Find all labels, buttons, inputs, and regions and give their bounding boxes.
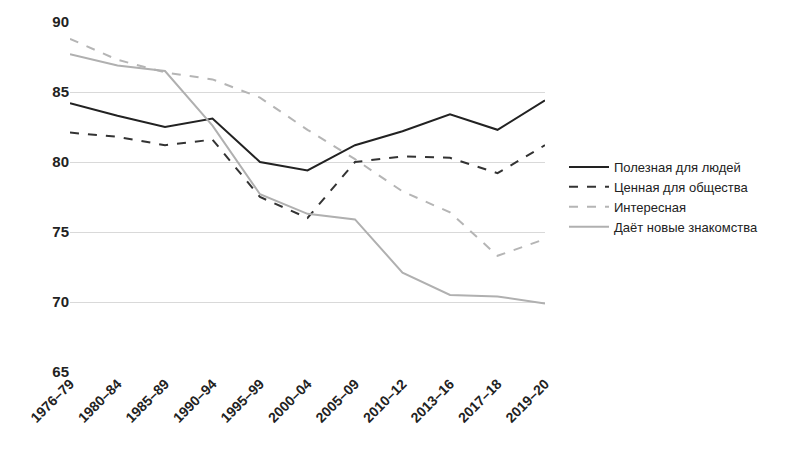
svg-text:2010–12: 2010–12 (360, 376, 410, 426)
svg-text:2017–18: 2017–18 (455, 376, 505, 426)
svg-text:1995–99: 1995–99 (217, 376, 267, 426)
svg-text:1976–79: 1976–79 (27, 376, 77, 426)
svg-text:2000–04: 2000–04 (265, 376, 315, 426)
svg-text:1990–94: 1990–94 (170, 376, 220, 426)
svg-text:80: 80 (52, 153, 69, 170)
svg-text:75: 75 (52, 223, 69, 240)
svg-text:90: 90 (52, 13, 69, 30)
svg-text:Интересная: Интересная (614, 200, 686, 215)
svg-text:70: 70 (52, 293, 69, 310)
svg-text:65: 65 (52, 363, 69, 380)
svg-text:85: 85 (52, 83, 69, 100)
svg-text:2013–16: 2013–16 (407, 376, 457, 426)
svg-text:1980–84: 1980–84 (75, 376, 125, 426)
svg-text:2019–20: 2019–20 (502, 376, 552, 426)
svg-text:2005–09: 2005–09 (312, 376, 362, 426)
svg-text:Даёт новые знакомства: Даёт новые знакомства (614, 220, 758, 235)
svg-text:1985–89: 1985–89 (122, 376, 172, 426)
svg-text:Ценная для общества: Ценная для общества (614, 180, 749, 195)
svg-text:Полезная для людей: Полезная для людей (614, 160, 741, 175)
